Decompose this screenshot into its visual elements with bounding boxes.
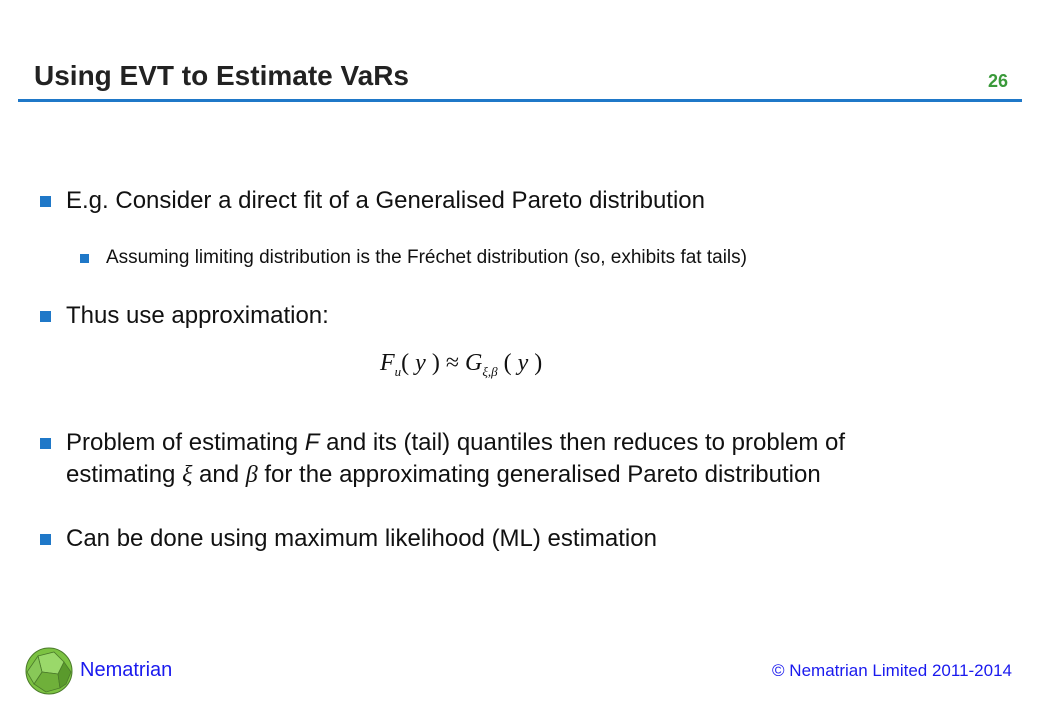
bullet-text: Problem of estimating F and its (tail) q… — [66, 427, 845, 491]
footer-copyright: © Nematrian Limited 2011-2014 — [772, 661, 1012, 680]
bullet-icon — [40, 438, 51, 449]
bullet-icon — [40, 311, 51, 322]
var-xi: ξ — [182, 462, 193, 488]
var-F: F — [304, 429, 320, 456]
text: Problem of estimating — [66, 429, 305, 456]
var-beta: β — [245, 462, 258, 488]
sub-bullet-text: Assuming limiting distribution is the Fr… — [106, 247, 747, 268]
title-divider — [18, 99, 1022, 102]
text: and its (tail) quantiles then reduces to… — [319, 429, 846, 456]
page-number: 26 — [987, 71, 1008, 91]
slide-title: Using EVT to Estimate VaRs — [34, 60, 409, 91]
text: for the approximating generalised Pareto… — [257, 461, 821, 488]
text: estimating — [66, 461, 183, 488]
bullet-icon — [40, 534, 51, 545]
formula-y: y — [415, 350, 426, 376]
formula-sub: ξ,β — [482, 363, 498, 379]
formula-approx: ≈ — [445, 350, 459, 376]
bullet-text: Thus use approximation: — [66, 302, 329, 329]
formula-F: F — [380, 350, 395, 376]
sub-bullet-icon — [80, 254, 89, 263]
bullet-icon — [40, 196, 51, 207]
formula-u: u — [394, 363, 402, 379]
nematrian-logo-icon — [25, 647, 73, 695]
formula-y: y — [517, 350, 529, 376]
formula: Fu( y ) ≈ Gξ,β ( y ) — [380, 350, 543, 379]
bullet-text: Can be done using maximum likelihood (ML… — [66, 525, 657, 552]
formula-G: G — [465, 350, 483, 376]
footer-brand: Nematrian — [80, 659, 173, 681]
bullet-text: E.g. Consider a direct fit of a Generali… — [66, 187, 705, 214]
text: and — [192, 461, 246, 488]
